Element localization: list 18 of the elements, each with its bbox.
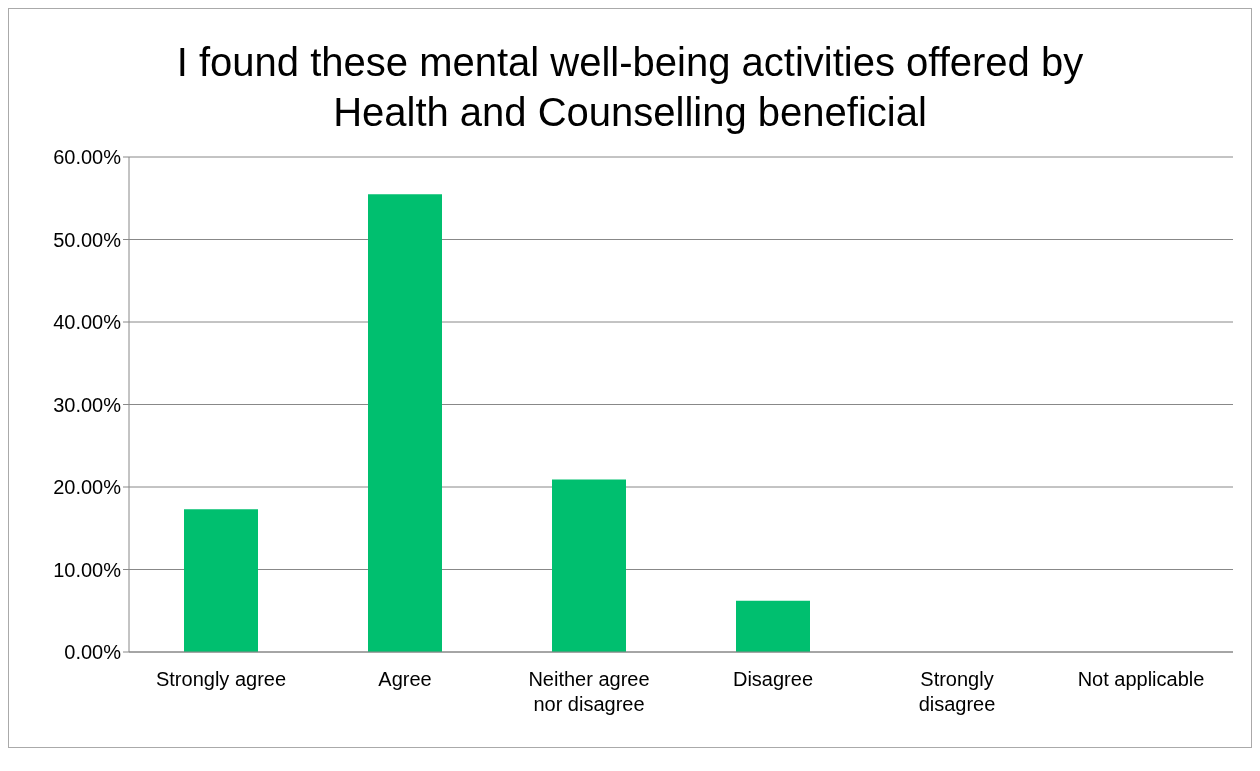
x-tick-label: Not applicable [1077, 668, 1205, 690]
y-tick-label: 50.00% [53, 228, 122, 251]
bar [368, 194, 442, 652]
y-tick-label: 40.00% [53, 311, 122, 334]
bar [736, 600, 810, 652]
x-tick-label: Strongly agree [155, 668, 287, 690]
x-tick-label: Disagree [732, 668, 814, 690]
y-tick-label: 30.00% [53, 393, 122, 416]
y-tick-label: 20.00% [53, 476, 122, 499]
y-tick-label: 60.00% [53, 146, 122, 169]
x-tick-label: Neither agree nor disagree [528, 668, 650, 715]
chart-title: I found these mental well-being activities offered by Health and Counselling beneficial [175, 39, 1085, 136]
bar [184, 509, 258, 652]
bar [552, 479, 626, 652]
y-tick-label: 0.00% [64, 641, 122, 664]
x-tick-label: Strongly disagree [918, 668, 996, 715]
x-tick-label: Agree [378, 668, 432, 690]
y-tick-label: 10.00% [53, 558, 122, 581]
